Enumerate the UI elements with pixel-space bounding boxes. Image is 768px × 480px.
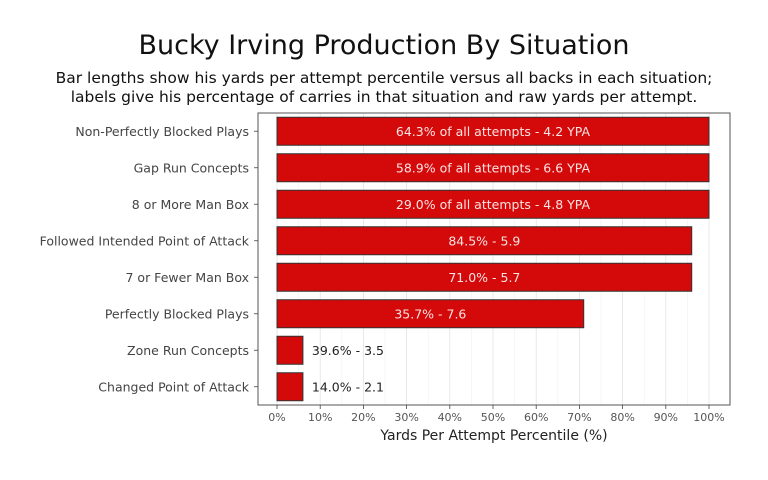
data-label: 29.0% of all attempts - 4.8 YPA bbox=[396, 197, 591, 212]
y-tick-label: Followed Intended Point of Attack bbox=[40, 233, 250, 248]
y-tick-label: 7 or Fewer Man Box bbox=[126, 270, 250, 285]
x-tick-label: 70% bbox=[567, 411, 591, 424]
data-label: 35.7% - 7.6 bbox=[394, 306, 466, 321]
data-label: 71.0% - 5.7 bbox=[448, 270, 520, 285]
x-tick-label: 20% bbox=[351, 411, 375, 424]
y-tick-label: Gap Run Concepts bbox=[134, 160, 249, 175]
data-label: 84.5% - 5.9 bbox=[448, 233, 520, 248]
data-label: 58.9% of all attempts - 6.6 YPA bbox=[396, 160, 591, 175]
data-label: 39.6% - 3.5 bbox=[312, 343, 384, 358]
bar bbox=[276, 226, 693, 256]
y-tick-label: Non-Perfectly Blocked Plays bbox=[75, 124, 249, 139]
bar bbox=[276, 335, 304, 365]
y-tick-label: Changed Point of Attack bbox=[98, 379, 249, 394]
y-tick-label: 8 or More Man Box bbox=[132, 197, 249, 212]
x-tick-label: 80% bbox=[610, 411, 634, 424]
data-label: 14.0% - 2.1 bbox=[312, 379, 384, 394]
x-axis-title: Yards Per Attempt Percentile (%) bbox=[379, 428, 607, 444]
x-tick-label: 100% bbox=[693, 411, 724, 424]
plot-panel-border bbox=[257, 112, 731, 406]
subtitle-line-1: Bar lengths show his yards per attempt p… bbox=[55, 69, 713, 87]
bar bbox=[276, 116, 710, 146]
x-tick-label: 30% bbox=[394, 411, 418, 424]
y-tick-label: Zone Run Concepts bbox=[127, 343, 249, 358]
bar bbox=[276, 262, 693, 292]
x-tick-label: 10% bbox=[308, 411, 332, 424]
bar bbox=[276, 153, 710, 183]
chart-title: Bucky Irving Production By Situation bbox=[138, 30, 630, 61]
chart-subtitle: Bar lengths show his yards per attempt p… bbox=[0, 69, 768, 107]
x-tick-label: 0% bbox=[268, 411, 285, 424]
data-label: 64.3% of all attempts - 4.2 YPA bbox=[396, 124, 591, 139]
bar bbox=[276, 299, 585, 329]
x-tick-label: 50% bbox=[481, 411, 505, 424]
x-tick-label: 90% bbox=[654, 411, 678, 424]
subtitle-line-2: labels give his percentage of carries in… bbox=[70, 88, 698, 106]
bar bbox=[276, 189, 710, 219]
x-tick-label: 40% bbox=[438, 411, 462, 424]
y-tick-label: Perfectly Blocked Plays bbox=[105, 306, 249, 321]
bar bbox=[276, 372, 304, 402]
x-tick-label: 60% bbox=[524, 411, 548, 424]
